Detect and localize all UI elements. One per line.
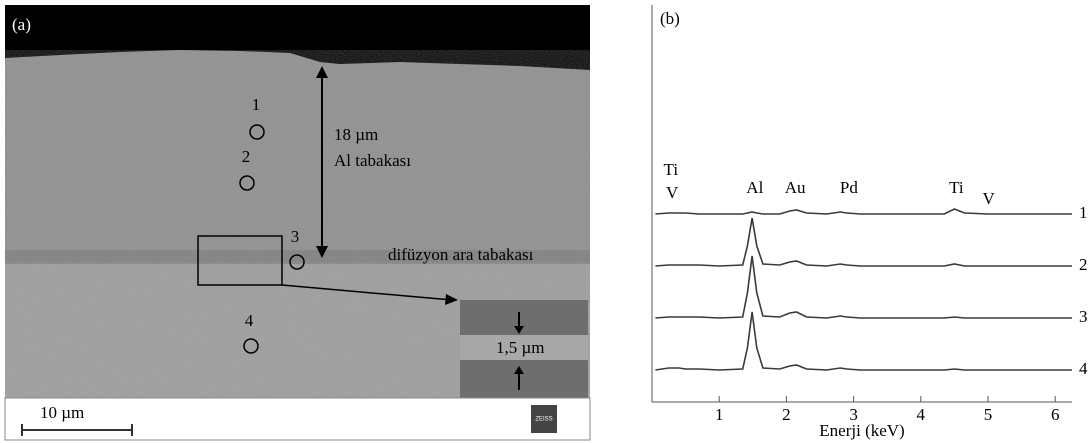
peak-label: V <box>666 183 679 202</box>
peak-label: Au <box>785 178 806 197</box>
x-tick-label: 6 <box>1051 405 1060 424</box>
zoom-arrow <box>281 284 453 301</box>
x-tick-label: 5 <box>984 405 993 424</box>
point-marker <box>243 338 259 354</box>
arrow-head <box>316 246 328 258</box>
x-tick-label: 4 <box>917 405 926 424</box>
arrow-head <box>445 294 458 305</box>
series-label: 2 <box>1079 255 1088 274</box>
sem-image: ZEISS (a) 1 2 3 4 18 µm Al tabakası difü… <box>4 5 591 441</box>
spectrum-line <box>655 208 1072 215</box>
diffusion-layer <box>5 250 590 264</box>
zoom-box <box>197 235 283 286</box>
chart-title: (b) <box>660 9 680 28</box>
layer-label: Al tabakası <box>334 151 411 170</box>
eds-chart: (b) Enerji (keV) 1 2 3 4 5 6 1 2 3 4 Ti V Al Au Pd Ti V <box>651 5 1088 440</box>
series-label: 1 <box>1079 203 1088 222</box>
point-marker <box>249 124 265 140</box>
peak-label: V <box>983 189 996 208</box>
arrow-head <box>514 326 524 334</box>
thickness-label: 18 µm <box>334 125 378 144</box>
x-axis-label: Enerji (keV) <box>819 421 904 440</box>
scale-strip <box>4 397 591 441</box>
spectrum-line <box>655 255 1072 319</box>
inset-layer <box>460 335 588 360</box>
x-tick-label: 1 <box>715 405 724 424</box>
point-marker <box>289 254 305 270</box>
series-label: 4 <box>1079 359 1088 378</box>
logo: ZEISS <box>535 417 552 423</box>
diffusion-label: difüzyon ara tabakası <box>388 245 534 264</box>
point-label: 4 <box>245 311 254 330</box>
peak-label: Pd <box>840 178 858 197</box>
panel-label: (a) <box>12 15 31 34</box>
series-label: 3 <box>1079 307 1088 326</box>
spectrum-line <box>655 311 1072 371</box>
x-tick-label: 3 <box>849 405 858 424</box>
peak-label: Ti <box>664 160 679 179</box>
arrow-head <box>316 66 328 78</box>
point-label: 1 <box>252 95 261 114</box>
peak-label: Ti <box>949 178 964 197</box>
x-tick-label: 2 <box>782 405 791 424</box>
scale-label: 10 µm <box>40 403 84 422</box>
point-label: 3 <box>291 227 300 246</box>
peak-label: Al <box>746 178 763 197</box>
arrow-head <box>514 366 524 374</box>
spectrum-line <box>655 217 1072 267</box>
point-label: 2 <box>242 147 251 166</box>
inset-label: 1,5 µm <box>496 338 545 357</box>
logo-box <box>531 405 557 433</box>
point-marker <box>239 175 255 191</box>
